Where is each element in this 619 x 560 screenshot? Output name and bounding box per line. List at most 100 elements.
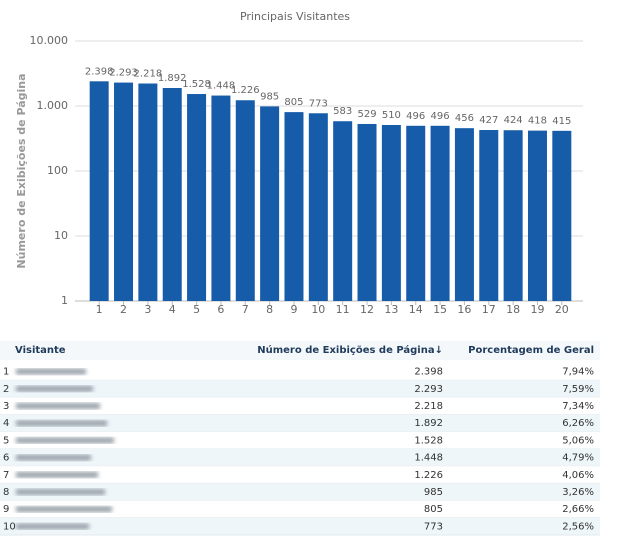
row-bg <box>0 414 600 432</box>
bar <box>138 83 158 301</box>
blurred-name <box>16 420 107 427</box>
x-tick-label: 1 <box>96 303 103 316</box>
row-index: 10 <box>3 521 16 532</box>
blurred-name <box>16 368 86 375</box>
y-axis-label: Número de Exibições de Página <box>15 73 28 268</box>
percentage: 4,06% <box>562 470 594 481</box>
views: 1.528 <box>414 435 443 446</box>
views: 2.398 <box>414 367 443 378</box>
bar <box>89 81 109 301</box>
bar <box>479 130 499 301</box>
row-bg <box>0 483 600 501</box>
x-tick-label: 6 <box>217 303 224 316</box>
bar <box>211 95 231 301</box>
x-tick-label: 8 <box>266 303 273 316</box>
bar <box>454 128 474 301</box>
bar <box>284 112 304 302</box>
percentage: 2,66% <box>562 504 594 515</box>
data-label: 424 <box>504 115 523 126</box>
blurred-name <box>16 523 89 530</box>
data-label: 496 <box>406 111 425 122</box>
row-index: 6 <box>3 453 9 464</box>
percentage: 4,79% <box>562 453 594 464</box>
row-index: 5 <box>3 435 9 446</box>
percentage: 7,94% <box>562 367 594 378</box>
table: Visitante Número de Exibições de Página↓ P… <box>0 341 600 536</box>
data-label: 1.528 <box>182 79 211 90</box>
row-bg <box>0 431 600 449</box>
data-label: 985 <box>260 91 279 102</box>
x-tick-label: 13 <box>384 303 398 316</box>
x-tick-label: 19 <box>530 303 544 316</box>
x-tick-label: 18 <box>506 303 520 316</box>
x-tick-label: 10 <box>311 303 325 316</box>
blurred-name <box>16 489 105 495</box>
data-label: 456 <box>455 113 474 124</box>
bar <box>308 113 328 301</box>
bar <box>357 123 377 302</box>
data-label: 529 <box>357 109 376 120</box>
x-tick-label: 12 <box>360 303 374 316</box>
views: 1.226 <box>414 470 443 481</box>
bar <box>381 125 401 302</box>
chart-title: Principais Visitantes <box>240 10 350 23</box>
x-tick-label: 11 <box>336 303 350 316</box>
x-tick-label: 17 <box>482 303 496 316</box>
bar <box>162 88 182 302</box>
percentage: 7,59% <box>562 384 594 395</box>
y-tick-label: 1 <box>61 294 68 307</box>
header: Número de Exibições de Página↓ <box>257 344 443 356</box>
y-tick-label: 1.000 <box>37 99 69 112</box>
blurred-name <box>16 471 98 478</box>
header-bg <box>0 341 600 360</box>
blurred-name <box>16 403 100 409</box>
bar <box>552 130 572 301</box>
row-index: 9 <box>3 504 9 515</box>
row-index: 3 <box>3 401 9 412</box>
row-bg <box>0 466 600 484</box>
views: 1.448 <box>414 453 443 464</box>
bar <box>527 130 547 301</box>
data-label: 1.226 <box>231 85 260 96</box>
row-index: 1 <box>3 367 9 378</box>
data-label: 2.218 <box>134 69 163 80</box>
data-label: 415 <box>552 116 571 127</box>
y-tick-label: 10.000 <box>30 34 69 47</box>
x-tick-label: 20 <box>555 303 569 316</box>
row-index: 8 <box>3 487 9 498</box>
row-bg <box>0 517 600 535</box>
views: 985 <box>424 487 443 498</box>
percentage: 2,56% <box>562 521 594 532</box>
x-tick-label: 5 <box>193 303 200 316</box>
blurred-name <box>16 385 93 392</box>
percentage: 3,26% <box>562 487 594 498</box>
x-tick-label: 4 <box>169 303 176 316</box>
data-label: 418 <box>528 116 547 127</box>
data-label: 2.293 <box>109 68 138 79</box>
x-tick-label: 15 <box>433 303 447 316</box>
views: 2.293 <box>414 384 443 395</box>
bar <box>187 94 207 301</box>
data-label: 510 <box>382 110 401 121</box>
data-label: 805 <box>284 97 303 108</box>
x-tick-label: 2 <box>120 303 127 316</box>
views: 773 <box>424 521 443 532</box>
row-index: 4 <box>3 418 9 429</box>
percentage: 7,34% <box>562 401 594 412</box>
bar <box>503 130 523 301</box>
views: 805 <box>424 504 443 515</box>
views: 2.218 <box>414 401 443 412</box>
header: Porcentagem de Geral <box>468 345 594 356</box>
data-label: 427 <box>479 115 498 126</box>
x-tick-label: 3 <box>144 303 151 316</box>
blurred-name <box>16 506 112 513</box>
header: Visitante <box>15 345 66 356</box>
y-tick-label: 10 <box>54 229 68 242</box>
data-label: 1.448 <box>207 81 236 92</box>
row-bg <box>0 380 600 398</box>
percentage: 5,06% <box>562 435 594 446</box>
x-tick-label: 9 <box>290 303 297 316</box>
bar <box>235 100 255 301</box>
y-tick-label: 100 <box>47 164 68 177</box>
bar <box>260 106 280 302</box>
